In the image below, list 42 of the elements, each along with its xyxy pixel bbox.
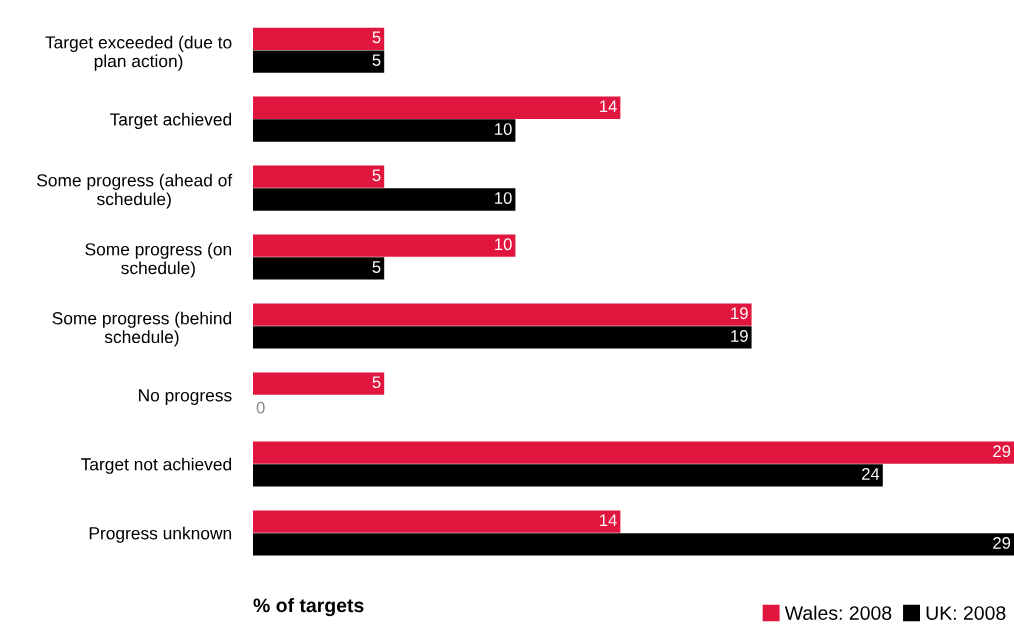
data-label: 29: [993, 445, 1011, 458]
y-tick-label: Target exceeded (due to plan action): [45, 35, 232, 71]
y-tick-label: Some progress (on schedule): [85, 242, 232, 278]
data-label: 10: [495, 123, 512, 135]
bar: [252, 533, 1014, 556]
data-label: 14: [600, 100, 617, 113]
y-tick-label: Target not achieved: [81, 457, 232, 474]
data-label: 10: [495, 238, 512, 251]
y-tick-label: Some progress (ahead of schedule): [37, 173, 233, 209]
data-label: 5: [372, 169, 381, 182]
bar: [252, 188, 516, 211]
y-tick-label: Progress unknown: [89, 526, 232, 543]
y-tick-label: No progress: [139, 389, 232, 405]
bar: [252, 510, 621, 533]
bar: [252, 303, 752, 326]
bar: [252, 119, 516, 142]
bar: [252, 464, 883, 487]
data-label: 14: [600, 514, 617, 526]
legend-label: Wales: 2008: [784, 605, 892, 620]
bar: [252, 96, 621, 119]
bar: [252, 234, 516, 257]
bar: [252, 50, 385, 73]
data-label: 5: [372, 31, 381, 44]
bar: [252, 165, 385, 188]
legend-label: UK: 2008: [926, 606, 1006, 620]
data-label: 24: [862, 468, 880, 480]
bar: [252, 372, 385, 395]
data-label: 10: [495, 192, 512, 204]
data-label: 19: [731, 307, 748, 320]
data-label: 19: [731, 330, 748, 342]
data-label: 29: [993, 537, 1011, 549]
x-axis-title: % of targets: [253, 597, 364, 617]
bar: [252, 441, 1014, 464]
bar: [252, 257, 385, 280]
data-label: 5: [372, 261, 381, 273]
data-label: 5: [372, 54, 381, 67]
bar: [252, 326, 752, 349]
y-tick-label: Target achieved: [110, 112, 232, 130]
data-label: 5: [372, 376, 381, 389]
y-tick-label: Some progress (behind schedule): [52, 311, 232, 347]
data-label: 0: [256, 401, 265, 414]
bar: [252, 27, 385, 50]
